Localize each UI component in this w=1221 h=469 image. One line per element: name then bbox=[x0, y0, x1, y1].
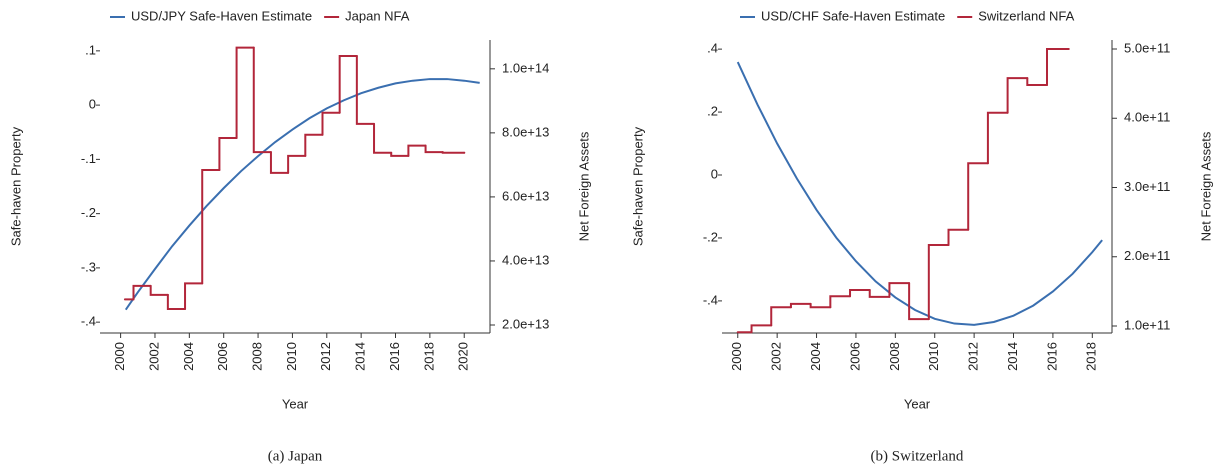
caption: (b) Switzerland bbox=[871, 448, 964, 464]
step-segment bbox=[407, 144, 427, 157]
x-axis-title: Year bbox=[282, 396, 309, 411]
step-segment bbox=[287, 154, 307, 174]
y2-tick-label: 1.0e+11 bbox=[1124, 317, 1170, 332]
x-tick-label: 2012 bbox=[966, 342, 981, 371]
step-segment bbox=[252, 46, 272, 154]
x-tick-label: 2008 bbox=[887, 342, 902, 371]
x-tick-label: 2006 bbox=[847, 342, 862, 371]
step-segment bbox=[829, 295, 852, 309]
step-segment bbox=[355, 55, 376, 125]
step-segment bbox=[304, 133, 324, 157]
step-segment bbox=[149, 284, 169, 296]
step-segment bbox=[390, 151, 410, 157]
chart: .1 0 -.1 -.2 -.3 -.4 2.0e+13 4.0e+13 6.0e+13 8.0e… bbox=[8, 8, 591, 464]
step-segment bbox=[166, 293, 187, 310]
legend-label: Japan NFA bbox=[345, 8, 410, 23]
y2-tick-label: 2.0e+11 bbox=[1124, 248, 1170, 263]
step-segment bbox=[888, 282, 911, 298]
step-segment bbox=[424, 144, 444, 154]
step-segment bbox=[373, 122, 393, 154]
step-segment bbox=[1006, 77, 1029, 114]
step-segment bbox=[770, 306, 792, 327]
y-axis-title: Safe-haven Property bbox=[8, 126, 23, 246]
step-segment bbox=[321, 111, 341, 136]
step-segment bbox=[967, 162, 989, 231]
y-tick-label: -.1 bbox=[81, 151, 96, 166]
legend-label: USD/CHF Safe-Haven Estimate bbox=[761, 8, 945, 23]
y-tick-label: 0 bbox=[711, 166, 718, 181]
line bbox=[124, 78, 480, 311]
step-segment bbox=[1046, 48, 1070, 87]
step-segment bbox=[269, 151, 290, 174]
step-segment bbox=[849, 288, 871, 298]
step-segment bbox=[986, 111, 1009, 165]
legend-label: Switzerland NFA bbox=[978, 8, 1074, 23]
x-tick-label: 2010 bbox=[926, 342, 941, 371]
y-tick-label: -.4 bbox=[703, 292, 718, 307]
x-tick-label: 2000 bbox=[729, 342, 744, 371]
y-tick-label: -.4 bbox=[81, 314, 96, 329]
x-tick-label: 2004 bbox=[181, 342, 196, 371]
x-tick-label: 2012 bbox=[318, 342, 333, 371]
y-axis-title: Safe-haven Property bbox=[630, 126, 645, 246]
y-tick-label: -.2 bbox=[703, 229, 718, 244]
x-tick-label: 2006 bbox=[215, 342, 230, 371]
y-tick-label: .2 bbox=[707, 104, 718, 119]
y2-tick-label: 4.0e+13 bbox=[502, 252, 549, 267]
step-segment bbox=[908, 282, 930, 321]
y-tick-label: 0 bbox=[89, 97, 96, 112]
step-segment bbox=[809, 302, 832, 309]
y2-tick-label: 8.0e+13 bbox=[502, 124, 549, 139]
step-segment bbox=[868, 288, 891, 298]
x-tick-label: 2010 bbox=[284, 342, 299, 371]
y2-tick-label: 1.0e+14 bbox=[502, 60, 549, 75]
y2-tick-label: 6.0e+13 bbox=[502, 188, 549, 203]
step-segment bbox=[132, 284, 152, 301]
step-segment bbox=[927, 243, 950, 321]
caption: (a) Japan bbox=[268, 448, 323, 464]
y-tick-label: -.3 bbox=[81, 259, 96, 274]
y-tick-label: -.2 bbox=[81, 205, 96, 220]
y2-axis-title: Net Foreign Assets bbox=[576, 131, 591, 241]
step-segment bbox=[201, 169, 221, 285]
step-segment bbox=[235, 46, 255, 139]
x-tick-label: 2008 bbox=[249, 342, 264, 371]
y2-tick-label: 5.0e+11 bbox=[1124, 40, 1170, 55]
legend-label: USD/JPY Safe-Haven Estimate bbox=[131, 8, 312, 23]
step-segment bbox=[947, 228, 970, 246]
y2-tick-label: 4.0e+11 bbox=[1124, 110, 1170, 125]
chart: .4 .2 0 -.2 -.4 1.0e+11 2.0e+11 3.0e+11 4.0e+11 5… bbox=[630, 8, 1213, 464]
x-tick-label: 2004 bbox=[808, 342, 823, 371]
y2-tick-label: 2.0e+13 bbox=[502, 316, 549, 331]
x-tick-label: 2002 bbox=[146, 342, 161, 371]
step-segment bbox=[441, 151, 466, 154]
y-tick-label: .1 bbox=[85, 42, 96, 57]
x-tick-label: 2018 bbox=[421, 342, 436, 371]
step-segment bbox=[218, 136, 238, 172]
y2-tick-label: 3.0e+11 bbox=[1124, 179, 1170, 194]
x-tick-label: 2016 bbox=[387, 342, 402, 371]
x-axis-title: Year bbox=[904, 396, 931, 411]
line bbox=[736, 61, 1103, 326]
step-segment bbox=[1026, 77, 1048, 87]
step-segment bbox=[184, 282, 204, 310]
y2-axis-title: Net Foreign Assets bbox=[1198, 131, 1213, 241]
x-tick-label: 2014 bbox=[1005, 342, 1020, 371]
x-tick-label: 2016 bbox=[1044, 342, 1059, 371]
x-tick-label: 2000 bbox=[112, 342, 127, 371]
step-segment bbox=[789, 302, 812, 309]
x-tick-label: 2002 bbox=[769, 342, 784, 371]
x-tick-label: 2018 bbox=[1084, 342, 1099, 371]
x-tick-label: 2020 bbox=[456, 342, 471, 371]
x-tick-label: 2014 bbox=[353, 342, 368, 371]
y-tick-label: .4 bbox=[707, 41, 718, 56]
step-segment bbox=[750, 324, 773, 334]
step-segment bbox=[338, 55, 358, 114]
